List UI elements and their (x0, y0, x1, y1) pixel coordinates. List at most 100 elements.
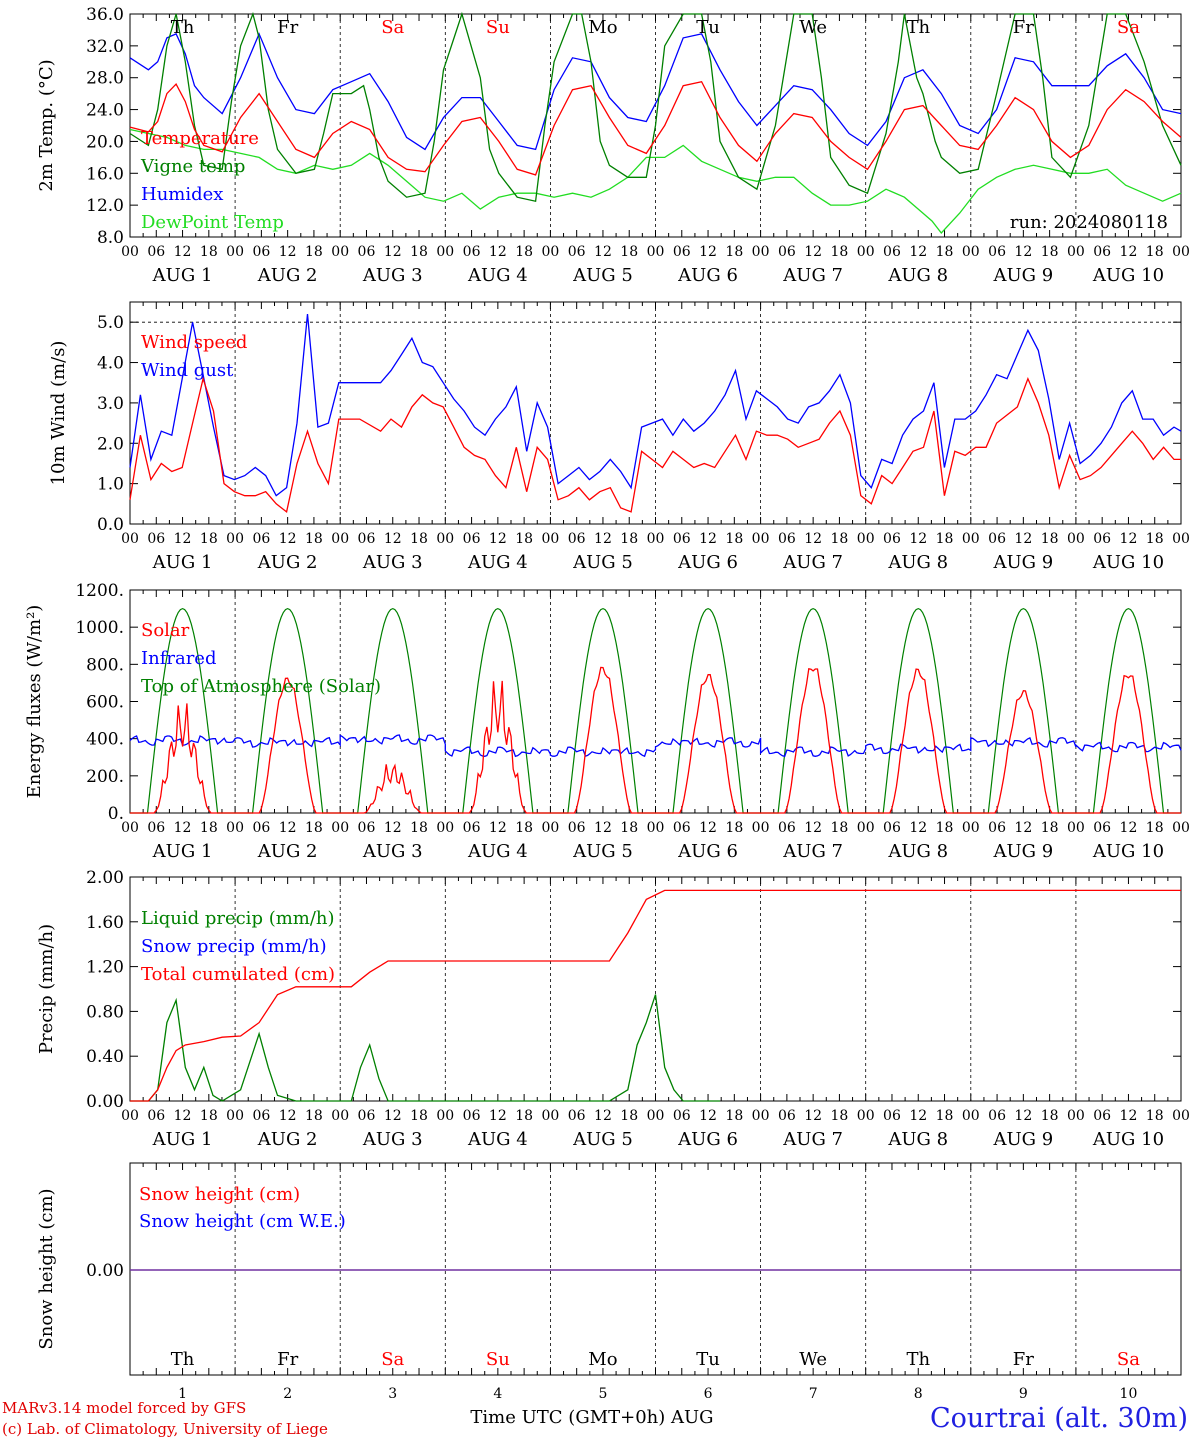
hour-tick-label: 06 (1093, 1108, 1111, 1124)
hour-tick-label: 12 (699, 531, 717, 547)
day-label: AUG 2 (257, 552, 318, 573)
day-label: AUG 3 (362, 841, 423, 862)
weekday-label: Tu (696, 1349, 720, 1370)
hour-tick-label: 18 (831, 1108, 849, 1124)
hour-tick-label: 00 (962, 531, 980, 547)
weekday-label: Fr (277, 17, 298, 38)
day-label: AUG 10 (1092, 841, 1164, 862)
hour-tick-label: 18 (725, 244, 743, 260)
day-label: AUG 7 (782, 265, 843, 286)
day-label: AUG 7 (782, 841, 843, 862)
day-label: AUG 3 (362, 1129, 423, 1150)
hour-tick-label: 06 (988, 1108, 1006, 1124)
hour-tick-label: 18 (620, 820, 638, 836)
y-tick-label: 0.00 (86, 1092, 124, 1112)
hour-tick-label: 12 (1014, 531, 1032, 547)
hour-tick-label: 00 (647, 244, 665, 260)
hour-tick-label: 06 (568, 820, 586, 836)
hour-tick-label: 12 (804, 1108, 822, 1124)
hour-tick-label: 06 (252, 531, 270, 547)
day-label: AUG 5 (572, 841, 633, 862)
hour-tick-label: 18 (1041, 244, 1059, 260)
hour-tick-label: 06 (883, 820, 901, 836)
day-label: AUG 8 (887, 265, 948, 286)
hour-tick-label: 00 (857, 820, 875, 836)
hour-tick-label: 00 (331, 1108, 349, 1124)
hour-tick-label: 12 (1014, 1108, 1032, 1124)
legend-entry: Infrared (141, 648, 216, 669)
hour-tick-label: 00 (1172, 531, 1190, 547)
hour-tick-label: 00 (121, 820, 139, 836)
hour-tick-label: 12 (174, 244, 192, 260)
hour-tick-label: 12 (489, 1108, 507, 1124)
hour-tick-label: 00 (857, 1108, 875, 1124)
weekday-label: Su (486, 17, 510, 38)
hour-tick-label: 06 (988, 820, 1006, 836)
day-number: 7 (809, 1386, 818, 1402)
weekday-label: Sa (1117, 17, 1140, 38)
day-label: AUG 9 (992, 265, 1053, 286)
hour-tick-label: 18 (515, 1108, 533, 1124)
day-label: AUG 1 (152, 1129, 213, 1150)
hour-tick-label: 12 (699, 244, 717, 260)
y-tick-label: 1000. (75, 618, 124, 638)
hour-tick-label: 06 (358, 1108, 376, 1124)
hour-tick-label: 18 (515, 820, 533, 836)
hour-tick-label: 18 (936, 1108, 954, 1124)
y-tick-label: 3.0 (97, 394, 124, 414)
hour-tick-label: 06 (147, 244, 165, 260)
hour-tick-label: 00 (226, 531, 244, 547)
legend-entry: Vigne temp (140, 156, 245, 177)
hour-tick-label: 06 (673, 1108, 691, 1124)
legend-entry: Temperature (141, 128, 259, 149)
legend-entry: DewPoint Temp (141, 212, 284, 233)
hour-tick-label: 18 (725, 820, 743, 836)
hour-tick-label: 00 (752, 531, 770, 547)
hour-tick-label: 00 (226, 244, 244, 260)
hour-tick-label: 00 (647, 1108, 665, 1124)
weekday-label: Fr (277, 1349, 298, 1370)
hour-tick-label: 12 (1120, 531, 1138, 547)
hour-tick-label: 18 (1041, 820, 1059, 836)
hour-tick-label: 18 (305, 244, 323, 260)
hour-tick-label: 12 (909, 244, 927, 260)
hour-tick-label: 06 (463, 820, 481, 836)
hour-tick-label: 18 (200, 820, 218, 836)
hour-tick-label: 18 (410, 531, 428, 547)
hour-tick-label: 00 (1067, 1108, 1085, 1124)
legend-entry: Wind gust (141, 360, 234, 381)
hour-tick-label: 06 (147, 820, 165, 836)
series-line-liquid-precip-mm-h- (130, 994, 720, 1102)
hour-tick-label: 00 (436, 244, 454, 260)
day-label: AUG 10 (1092, 1129, 1164, 1150)
hour-tick-label: 18 (305, 820, 323, 836)
day-label: AUG 1 (152, 265, 213, 286)
hour-tick-label: 12 (174, 531, 192, 547)
day-label: AUG 5 (572, 552, 633, 573)
hour-tick-label: 06 (988, 244, 1006, 260)
hour-tick-label: 00 (541, 1108, 559, 1124)
hour-tick-label: 00 (752, 820, 770, 836)
hour-tick-label: 12 (909, 531, 927, 547)
y-tick-label: 16.0 (86, 164, 124, 184)
day-label: AUG 6 (677, 1129, 738, 1150)
hour-tick-label: 12 (279, 820, 297, 836)
hour-tick-label: 18 (936, 244, 954, 260)
hour-tick-label: 06 (673, 244, 691, 260)
hour-tick-label: 18 (936, 531, 954, 547)
hour-tick-label: 06 (252, 244, 270, 260)
series-line-temperature (129, 80, 1182, 176)
hour-tick-label: 12 (1120, 244, 1138, 260)
y-tick-label: 2.0 (97, 434, 124, 454)
hour-tick-label: 00 (436, 531, 454, 547)
hour-tick-label: 06 (883, 531, 901, 547)
day-label: AUG 2 (257, 1129, 318, 1150)
day-number: 3 (388, 1386, 397, 1402)
hour-tick-label: 06 (358, 820, 376, 836)
hour-tick-label: 18 (620, 244, 638, 260)
weekday-label: Th (171, 17, 195, 38)
hour-tick-label: 06 (1093, 531, 1111, 547)
day-number: 10 (1120, 1386, 1138, 1402)
hour-tick-label: 06 (252, 820, 270, 836)
weekday-label: Sa (1117, 1349, 1140, 1370)
